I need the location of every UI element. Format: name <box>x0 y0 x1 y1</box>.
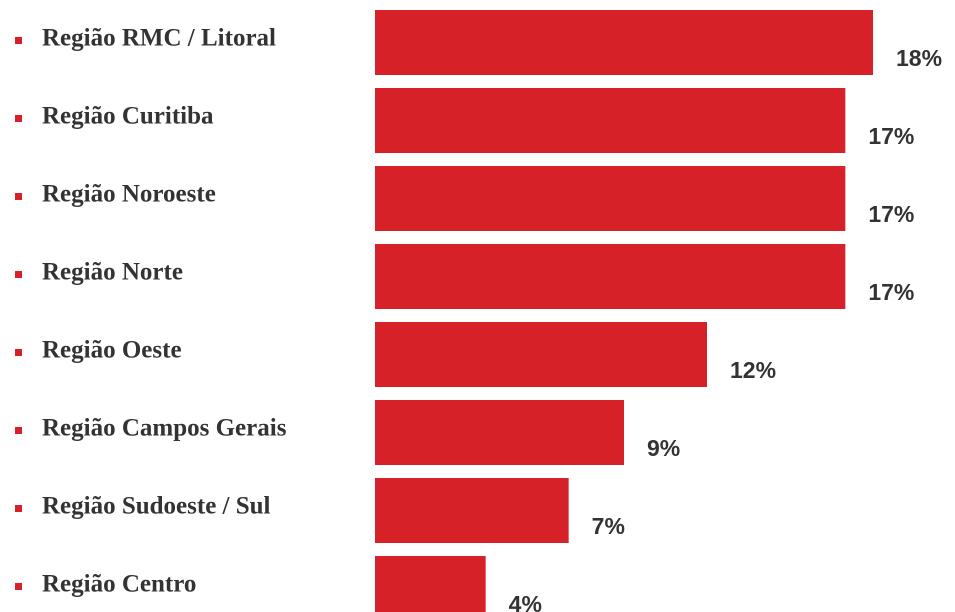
bullet <box>15 583 22 590</box>
value-label: 17% <box>868 201 914 227</box>
category-label: Região Curitiba <box>42 103 214 130</box>
bullet <box>15 427 22 434</box>
value-label: 12% <box>730 357 776 383</box>
category-label: Região Campos Gerais <box>42 415 287 442</box>
value-label: 18% <box>896 45 942 71</box>
bullet <box>15 271 22 278</box>
bar <box>375 478 569 543</box>
value-label: 17% <box>868 123 914 149</box>
bar <box>375 166 846 231</box>
category-label: Região RMC / Litoral <box>42 25 276 52</box>
category-label: Região Oeste <box>42 337 182 364</box>
value-label: 17% <box>868 279 914 305</box>
category-label: Região Noroeste <box>42 181 216 208</box>
bar <box>375 400 624 465</box>
category-label: Região Sudoeste / Sul <box>42 493 271 520</box>
bar <box>375 88 846 153</box>
bullet <box>15 505 22 512</box>
bullet <box>15 193 22 200</box>
bullet <box>15 115 22 122</box>
bullet <box>15 349 22 356</box>
bar <box>375 244 846 309</box>
category-label: Região Centro <box>42 571 196 598</box>
category-label: Região Norte <box>42 259 183 286</box>
bar <box>375 322 707 387</box>
bullet <box>15 37 22 44</box>
value-label: 7% <box>592 513 625 539</box>
bar <box>375 10 873 75</box>
value-label: 9% <box>647 435 680 461</box>
value-label: 4% <box>509 591 542 612</box>
bar <box>375 556 486 612</box>
